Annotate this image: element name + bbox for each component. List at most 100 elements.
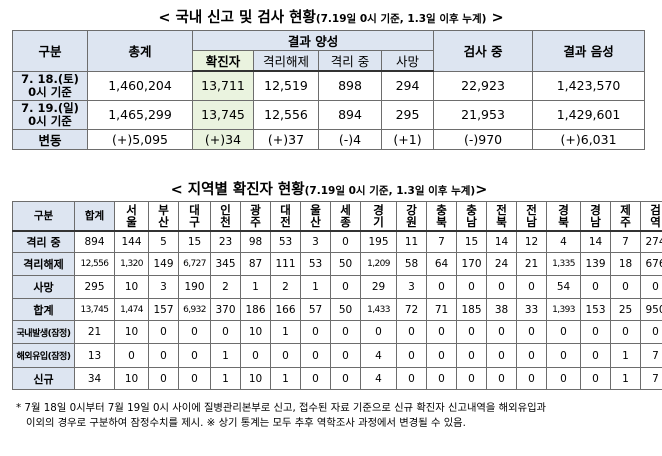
cell-경기: 4	[360, 343, 397, 368]
cell-검역: 0	[640, 320, 662, 344]
cell-충남: 0	[456, 367, 487, 390]
cell-충북: 0	[426, 320, 457, 344]
cell-대구: 6,932	[178, 298, 211, 321]
cell-released: 12,556	[253, 99, 319, 130]
cell-경남: 153	[580, 298, 611, 321]
cell-total: 894	[74, 230, 115, 253]
row-label: 격리 중	[12, 230, 75, 253]
cell-세종: 0	[330, 320, 361, 344]
cell-isolating: 898	[318, 70, 382, 101]
cell-강원: 0	[396, 320, 427, 344]
cell-confirmed: 13,745	[192, 99, 254, 130]
cell-충북: 0	[426, 367, 457, 390]
cell-전남: 33	[516, 298, 547, 321]
table-row: 격리 중894144515239853301951171514124147274	[12, 230, 662, 253]
cell-서울: 1,320	[114, 252, 149, 276]
cell-total: 1,465,299	[87, 99, 193, 130]
cell-경북: 1,335	[546, 252, 581, 276]
cell-전북: 24	[486, 252, 517, 276]
row-label: 해외유입(잠정)	[12, 343, 75, 368]
cell-전남: 21	[516, 252, 547, 276]
region-header: 인천	[210, 201, 241, 232]
cell-충남: 170	[456, 252, 487, 276]
cell-경기: 195	[360, 230, 397, 253]
cell-울산: 0	[300, 320, 331, 344]
cell-인천: 370	[210, 298, 241, 321]
cell-대전: 0	[270, 343, 301, 368]
cell-total: (+)5,095	[87, 128, 193, 150]
cell-제주: 7	[610, 230, 641, 253]
cell-울산: 57	[300, 298, 331, 321]
cell-부산: 149	[148, 252, 179, 276]
region-header: 경남	[580, 201, 611, 232]
cell-인천: 345	[210, 252, 241, 276]
cell-대전: 53	[270, 230, 301, 253]
cell-광주: 0	[240, 343, 271, 368]
cell-deaths: 295	[380, 99, 435, 130]
cell-강원: 0	[396, 343, 427, 368]
cell-경남: 0	[580, 320, 611, 344]
cell-울산: 0	[300, 343, 331, 368]
cell-강원: 58	[396, 252, 427, 276]
cell-세종: 50	[330, 252, 361, 276]
cell-서울: 144	[114, 230, 149, 253]
cell-경기: 0	[360, 320, 397, 344]
cell-울산: 0	[300, 367, 331, 390]
cell-충북: 0	[426, 343, 457, 368]
cell-대구: 0	[178, 343, 211, 368]
region-header-row: 구분 합계 서울 부산 대구 인천 광주 대전 울산 세종 경기 강원 충북 충남 전북 전남 경북 경남 제주 검역	[12, 201, 662, 232]
cell-강원: 11	[396, 230, 427, 253]
cell-검역: 7	[640, 367, 662, 390]
cell-대구: 0	[178, 367, 211, 390]
cell-경기: 29	[360, 275, 397, 299]
cell-대구: 190	[178, 275, 211, 299]
cell-서울: 0	[114, 343, 149, 368]
cell-서울: 1,474	[114, 298, 149, 321]
row-label: 국내발생(잠정)	[12, 320, 75, 344]
cell-경기: 4	[360, 367, 397, 390]
cell-전북: 0	[486, 320, 517, 344]
cell-released: (+)37	[253, 128, 319, 150]
cell-충남: 0	[456, 343, 487, 368]
region-header: 충북	[426, 201, 457, 232]
cell-testing: 21,953	[433, 99, 534, 130]
row-label: 사망	[12, 275, 75, 299]
table-row: 7. 19.(일) 0시 기준 1,465,299 13,745 12,556 8…	[12, 99, 646, 130]
cell-제주: 1	[610, 367, 641, 390]
cell-경남: 0	[580, 343, 611, 368]
header-released: 격리해제	[253, 50, 319, 72]
cell-울산: 53	[300, 252, 331, 276]
cell-deaths: 294	[380, 70, 435, 101]
cell-전남: 0	[516, 343, 547, 368]
cell-testing: (-)970	[433, 128, 534, 150]
cell-대전: 2	[270, 275, 301, 299]
cell-서울: 10	[114, 320, 149, 344]
title-end: >	[486, 10, 504, 26]
cell-부산: 157	[148, 298, 179, 321]
region-header: 전남	[516, 201, 547, 232]
cell-대전: 166	[270, 298, 301, 321]
header-deaths: 사망	[380, 50, 435, 72]
footnote-line-2: 이외의 경우로 구분하여 잠정수치를 제시. ※ 상기 통계는 모두 추후 역학…	[26, 417, 466, 429]
cell-deaths: (+1)	[380, 128, 435, 150]
region-header: 세종	[330, 201, 361, 232]
cell-광주: 10	[240, 367, 271, 390]
row-label: 신규	[12, 367, 75, 390]
header-negative: 결과 음성	[532, 30, 646, 72]
cell-confirmed: (+)34	[192, 128, 254, 150]
cell-제주: 25	[610, 298, 641, 321]
region-header: 울산	[300, 201, 331, 232]
cell-전남: 12	[516, 230, 547, 253]
table-row: 사망 295 10 3 190 2 1 2 1 0 29 3 0 0 0 0 54 0 0 0	[12, 275, 662, 299]
cell-광주: 186	[240, 298, 271, 321]
table-row: 7. 18.(토) 0시 기준 1,460,204 13,711 12,519 8…	[12, 70, 646, 101]
footnote-line-1: * 7월 18일 0시부터 7월 19일 0시 사이에 질병관리본부로 신고, …	[16, 402, 547, 414]
cell-세종: 0	[330, 230, 361, 253]
region-header: 경기	[360, 201, 397, 232]
cell-검역: 0	[640, 275, 662, 299]
table-row: 격리해제 12,556 1,320 149 6,727 345 87 111 53 50 1,209…	[12, 252, 662, 276]
cell-경기: 1,209	[360, 252, 397, 276]
header-category: 구분	[12, 30, 88, 72]
cell-검역: 7	[640, 343, 662, 368]
cell-total: 12,556	[74, 252, 115, 276]
